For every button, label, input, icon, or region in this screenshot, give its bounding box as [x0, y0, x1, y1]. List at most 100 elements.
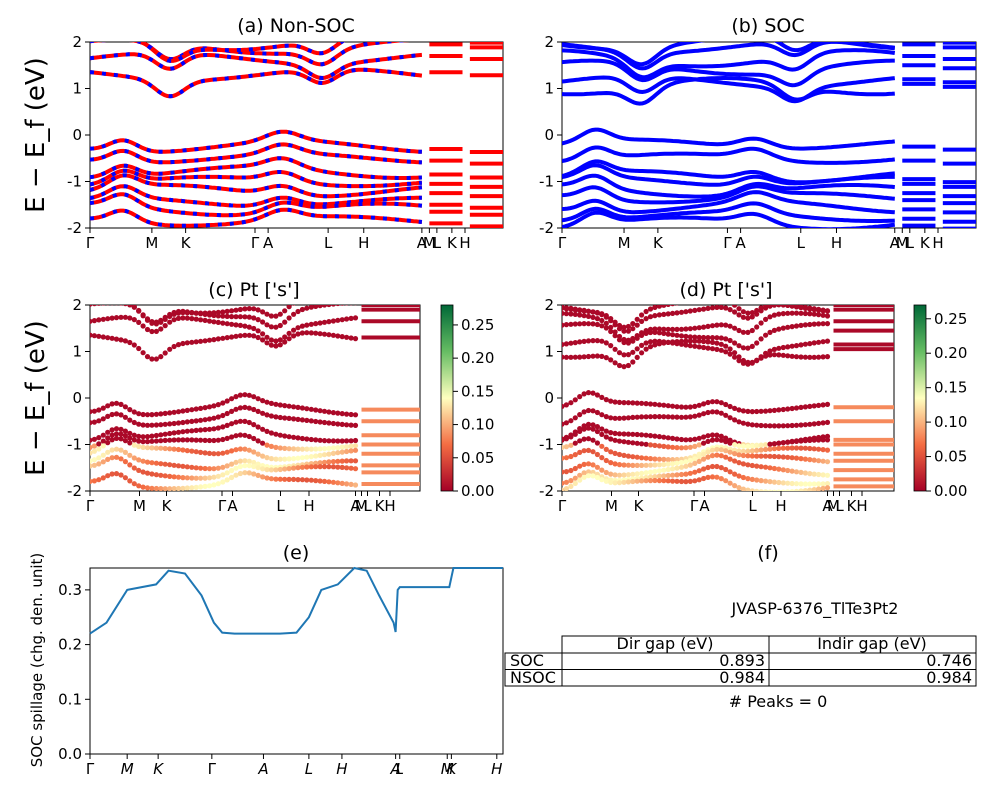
band-point — [264, 475, 270, 481]
band-point — [96, 295, 101, 300]
band-point — [215, 473, 221, 479]
band-point — [562, 480, 565, 486]
band-point — [705, 399, 711, 406]
band-point — [736, 312, 742, 318]
band-point — [616, 350, 623, 356]
band-point — [696, 477, 702, 483]
band-point — [701, 344, 707, 351]
band-point — [678, 338, 685, 344]
band-point — [771, 346, 778, 352]
band-point — [304, 477, 310, 483]
band-point — [727, 415, 733, 421]
band-point — [206, 404, 213, 410]
band-point — [291, 434, 297, 440]
band-point — [754, 453, 760, 459]
band-point — [242, 323, 248, 329]
band-line — [562, 76, 895, 106]
band-point — [268, 476, 274, 482]
band-point — [816, 481, 822, 487]
band-point — [723, 478, 729, 484]
band-point — [701, 401, 707, 407]
band-line — [562, 190, 895, 215]
x-tick-label: Γ — [218, 497, 227, 515]
band-point — [282, 445, 288, 451]
band-point — [563, 354, 570, 360]
band-point — [344, 296, 349, 301]
band-point — [335, 464, 341, 470]
band-point — [612, 333, 618, 339]
band-point — [202, 310, 208, 316]
band-point — [286, 403, 292, 409]
band-point — [220, 412, 226, 419]
band-point — [670, 332, 676, 338]
band-point — [348, 438, 354, 444]
band-point — [590, 338, 596, 344]
band-point — [683, 459, 689, 465]
band-point — [127, 407, 133, 413]
band-point — [326, 332, 332, 338]
band-point — [568, 434, 574, 440]
band-point — [630, 431, 636, 437]
band-point — [295, 325, 301, 331]
band-point — [785, 439, 791, 445]
band-point — [687, 462, 693, 468]
band-point — [304, 446, 310, 452]
band-point — [140, 458, 146, 464]
band-point — [122, 433, 128, 439]
band-point — [594, 409, 601, 416]
band-point — [162, 473, 168, 479]
band-line — [562, 145, 896, 165]
band-point — [92, 295, 97, 300]
band-point — [308, 418, 314, 424]
band-point — [344, 422, 350, 428]
band-point — [206, 318, 213, 324]
y-tick-label: -1 — [67, 436, 82, 454]
band-point — [811, 437, 817, 443]
band-point — [789, 455, 795, 461]
x-tick-label: H — [384, 497, 395, 515]
band-point — [772, 489, 777, 491]
band-point — [344, 438, 350, 444]
band-point — [563, 306, 570, 312]
band-point — [709, 399, 716, 405]
band-point — [616, 480, 623, 486]
band-point — [348, 465, 354, 471]
band-point — [136, 345, 142, 352]
band-point — [820, 321, 826, 327]
y-tick-label: 2 — [72, 296, 82, 314]
band-point — [630, 335, 636, 342]
y-tick-label: -2 — [539, 482, 554, 500]
band-point — [286, 466, 292, 472]
band-point — [647, 433, 654, 439]
band-point — [167, 446, 173, 452]
band-point — [745, 329, 751, 335]
band-point — [683, 404, 689, 410]
band-point — [767, 489, 773, 491]
band-point — [572, 354, 578, 360]
band-point — [326, 459, 332, 465]
band-point — [625, 462, 632, 468]
band-point — [585, 436, 592, 442]
band-point — [335, 480, 341, 486]
band-point — [153, 411, 159, 417]
band-point — [122, 338, 128, 344]
band-point — [335, 305, 340, 307]
band-point — [780, 305, 786, 308]
band-point — [758, 336, 764, 342]
band-point — [220, 464, 226, 470]
band-point — [153, 422, 159, 428]
band-point — [621, 400, 627, 406]
band-point — [572, 321, 578, 327]
band-point — [317, 419, 323, 425]
band-point — [670, 457, 676, 463]
band-point — [678, 404, 685, 410]
x-tick-label: H — [775, 497, 786, 515]
band-point — [308, 305, 314, 310]
band-point — [723, 412, 729, 418]
band-point — [785, 305, 791, 308]
band-point — [237, 314, 243, 320]
band-point — [678, 436, 685, 443]
band-point — [180, 310, 186, 316]
band-point — [577, 428, 583, 434]
band-point — [745, 310, 751, 316]
